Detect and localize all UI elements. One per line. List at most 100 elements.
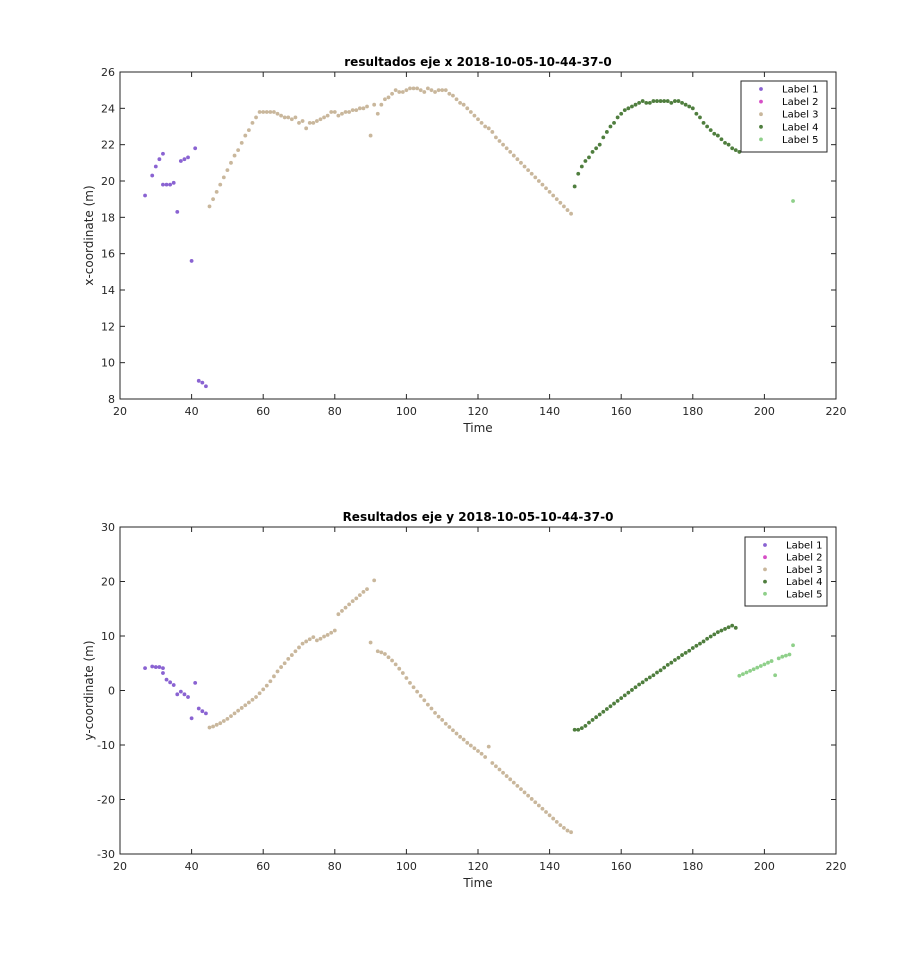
- data-point: [658, 99, 663, 103]
- y-tick-label: 20: [101, 175, 115, 188]
- data-point: [425, 702, 430, 707]
- data-point: [318, 117, 323, 122]
- data-point: [300, 119, 305, 123]
- data-point: [279, 665, 283, 669]
- data-point: [508, 777, 513, 782]
- data-point: [207, 204, 212, 209]
- data-point: [680, 653, 684, 657]
- data-point: [715, 133, 720, 138]
- data-point: [551, 193, 556, 198]
- data-point: [229, 714, 233, 719]
- data-point: [694, 643, 699, 648]
- data-point: [143, 193, 147, 198]
- data-point: [622, 693, 627, 698]
- data-point: [332, 628, 337, 633]
- x-tick-label: 160: [611, 405, 632, 418]
- data-point: [579, 726, 584, 731]
- x-tick-label: 220: [826, 860, 847, 873]
- data-point: [365, 587, 369, 592]
- data-point: [275, 669, 280, 674]
- data-point: [143, 666, 147, 671]
- data-point: [211, 197, 215, 202]
- y-tick-label: 26: [101, 66, 115, 79]
- x-tick-label: 20: [113, 860, 127, 873]
- data-point: [758, 664, 763, 668]
- data-point: [490, 761, 495, 765]
- data-point: [304, 639, 309, 644]
- data-point: [250, 120, 255, 125]
- data-point: [193, 680, 198, 685]
- legend-label: Label 3: [786, 565, 823, 576]
- data-point: [171, 683, 176, 687]
- data-point: [597, 142, 602, 147]
- data-point: [171, 180, 176, 185]
- data-point: [540, 806, 545, 811]
- data-point: [415, 689, 420, 694]
- data-point: [211, 724, 215, 729]
- data-point: [336, 612, 341, 617]
- data-point: [604, 130, 609, 134]
- data-point: [690, 646, 695, 650]
- data-point: [673, 99, 677, 103]
- data-point: [221, 719, 226, 723]
- data-point: [544, 810, 548, 814]
- data-point: [347, 602, 352, 607]
- data-point: [408, 86, 412, 91]
- data-point: [526, 793, 531, 798]
- data-point: [680, 100, 684, 105]
- data-point: [683, 650, 688, 655]
- data-point: [425, 86, 430, 91]
- legend-box: [740, 80, 828, 153]
- y-tick-label: 8: [108, 393, 115, 406]
- legend-label: Label 4: [782, 122, 819, 133]
- data-point: [461, 102, 466, 107]
- data-point: [418, 88, 423, 93]
- data-point: [343, 605, 348, 610]
- data-point: [350, 108, 355, 113]
- data-point: [318, 636, 323, 641]
- data-point: [658, 668, 663, 673]
- data-point: [397, 90, 402, 94]
- data-point: [472, 746, 477, 751]
- x-tick-label: 40: [185, 860, 199, 873]
- data-point: [400, 671, 405, 675]
- data-point: [218, 721, 223, 726]
- legend-box: [744, 536, 828, 607]
- legend-label: Label 1: [786, 541, 823, 552]
- data-point: [594, 146, 599, 151]
- data-point: [490, 130, 495, 134]
- plot-area: [119, 526, 837, 855]
- data-point: [447, 91, 452, 96]
- data-point: [651, 99, 656, 103]
- data-point: [597, 712, 602, 717]
- data-point: [325, 633, 330, 637]
- data-point: [393, 88, 398, 93]
- data-point: [297, 645, 301, 650]
- x-tick-label: 20: [113, 405, 127, 418]
- data-point: [157, 665, 162, 669]
- data-point: [644, 100, 649, 105]
- data-point: [282, 661, 287, 666]
- x-tick-label: 220: [826, 405, 847, 418]
- data-point: [315, 119, 319, 123]
- data-point: [368, 133, 373, 138]
- data-point: [647, 100, 652, 105]
- data-point: [232, 711, 237, 716]
- data-point: [261, 110, 266, 114]
- data-point: [454, 97, 459, 102]
- data-point: [261, 687, 266, 692]
- data-point: [443, 88, 448, 93]
- data-point: [783, 653, 788, 658]
- data-point: [357, 106, 362, 111]
- x-axis-label: Time: [462, 421, 492, 435]
- data-point: [748, 668, 752, 673]
- data-point: [186, 155, 190, 160]
- data-point: [361, 106, 366, 111]
- data-point: [472, 113, 477, 118]
- series-label-1: [143, 146, 208, 389]
- data-point: [515, 157, 520, 162]
- data-point: [289, 117, 294, 122]
- data-point: [164, 677, 169, 682]
- data-point: [411, 685, 416, 690]
- series-label-5: [791, 199, 795, 203]
